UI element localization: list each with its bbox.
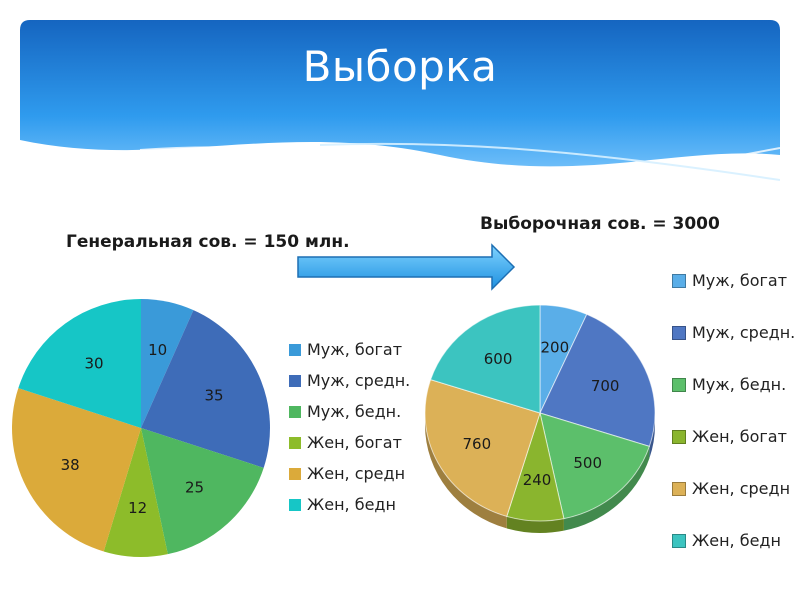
general-slice-муж-средн	[141, 310, 270, 468]
sample-legend-item-жен-средн: Жен, средн	[672, 478, 797, 499]
sample-legend-item-муж-богат: Муж, богат	[672, 270, 797, 291]
sample-legend-swatch	[672, 326, 686, 340]
general-legend-item-жен-богат: Жен, богат	[289, 433, 402, 452]
sample-legend-label: Муж, бедн.	[692, 375, 787, 394]
banner-background	[20, 20, 780, 195]
arrow-right-icon	[297, 243, 516, 291]
general-population-legend: Муж, богат Муж, средн. Муж, бедн. Жен, бога…	[289, 340, 439, 520]
general-population-label: Генеральная сов. = 150 млн.	[66, 232, 350, 252]
general-data-label-жен-бедн: 30	[84, 354, 103, 372]
sample-legend-swatch	[672, 534, 686, 548]
general-legend-item-муж-средн: Муж, средн.	[289, 371, 410, 390]
sample-legend-swatch	[672, 430, 686, 444]
general-legend-swatch	[289, 468, 301, 480]
sample-legend-swatch	[672, 378, 686, 392]
sample-data-label-муж-бедн: 500	[573, 454, 602, 472]
general-legend-label: Муж, богат	[307, 340, 403, 359]
general-legend-item-муж-бедн: Муж, бедн.	[289, 402, 401, 421]
sample-population-legend: Муж, богат Муж, средн. Муж, бедн. Жен, бога…	[672, 270, 797, 580]
general-slice-муж-богат	[141, 299, 194, 428]
general-population-pie-chart: 10 35 25 12 38 30	[11, 299, 270, 557]
sample-slice-жен-средн	[424, 379, 541, 518]
sample-legend-label: Муж, богат	[692, 271, 788, 290]
sample-slice-жен-бедн	[429, 304, 541, 414]
sample-data-label-муж-средн: 700	[591, 377, 620, 395]
general-slice-жен-богат	[103, 428, 168, 557]
sample-legend-item-муж-бедн: Муж, бедн.	[672, 374, 797, 395]
sample-data-label-жен-бедн: 600	[484, 350, 513, 368]
general-legend-label: Жен, средн	[307, 464, 406, 483]
general-slice-жен-бедн	[18, 299, 142, 428]
general-legend-item-муж-богат: Муж, богат	[289, 340, 402, 359]
general-data-label-жен-богат: 12	[128, 499, 147, 517]
sample-slice-side-муж-бедн	[563, 446, 650, 531]
title-banner	[20, 20, 780, 195]
general-legend-swatch	[289, 344, 301, 356]
sample-data-label-жен-средн: 760	[462, 435, 491, 453]
sample-population-label: Выборочная сов. = 3000	[480, 214, 720, 234]
general-legend-item-жен-средн: Жен, средн	[289, 464, 405, 483]
sample-legend-swatch	[672, 482, 686, 496]
general-data-label-муж-средн: 35	[205, 386, 224, 404]
general-slice-муж-бедн	[141, 428, 264, 555]
sample-legend-item-жен-бедн: Жен, бедн	[672, 530, 797, 551]
sample-slice-side-муж-средн	[649, 413, 655, 459]
sample-population-pie-chart: 200 700 500 240 760 600	[424, 304, 656, 533]
sample-legend-item-муж-средн: Муж, средн.	[672, 322, 797, 343]
sample-legend-label: Жен, бедн	[692, 531, 781, 550]
general-legend-swatch	[289, 375, 301, 387]
general-legend-label: Муж, средн.	[307, 371, 411, 390]
sample-legend-label: Жен, богат	[692, 427, 787, 446]
general-legend-label: Жен, бедн	[307, 495, 396, 514]
sample-legend-item-жен-богат: Жен, богат	[672, 426, 797, 447]
general-legend-label: Жен, богат	[307, 433, 402, 452]
sample-data-label-жен-богат: 240	[523, 471, 552, 489]
general-legend-label: Муж, бедн.	[307, 402, 402, 421]
slide-title: Выборка	[302, 42, 498, 91]
sample-slice-муж-средн	[539, 313, 656, 447]
general-legend-swatch	[289, 437, 301, 449]
sample-data-label-муж-богат: 200	[541, 339, 570, 357]
general-legend-swatch	[289, 406, 301, 418]
sample-slice-side-жен-средн	[425, 413, 507, 529]
general-data-label-жен-средн: 38	[61, 456, 80, 474]
sample-slice-side-жен-богат	[506, 516, 564, 533]
general-legend-item-жен-бедн: Жен, бедн	[289, 495, 396, 514]
sample-legend-swatch	[672, 274, 686, 288]
general-legend-swatch	[289, 499, 301, 511]
sample-legend-label: Жен, средн	[692, 479, 791, 498]
general-data-label-муж-богат: 10	[148, 341, 167, 359]
sample-legend-label: Муж, средн.	[692, 323, 796, 342]
general-slice-жен-средн	[11, 388, 141, 552]
general-data-label-муж-бедн: 25	[185, 478, 204, 496]
sample-slice-муж-бедн	[539, 412, 651, 520]
